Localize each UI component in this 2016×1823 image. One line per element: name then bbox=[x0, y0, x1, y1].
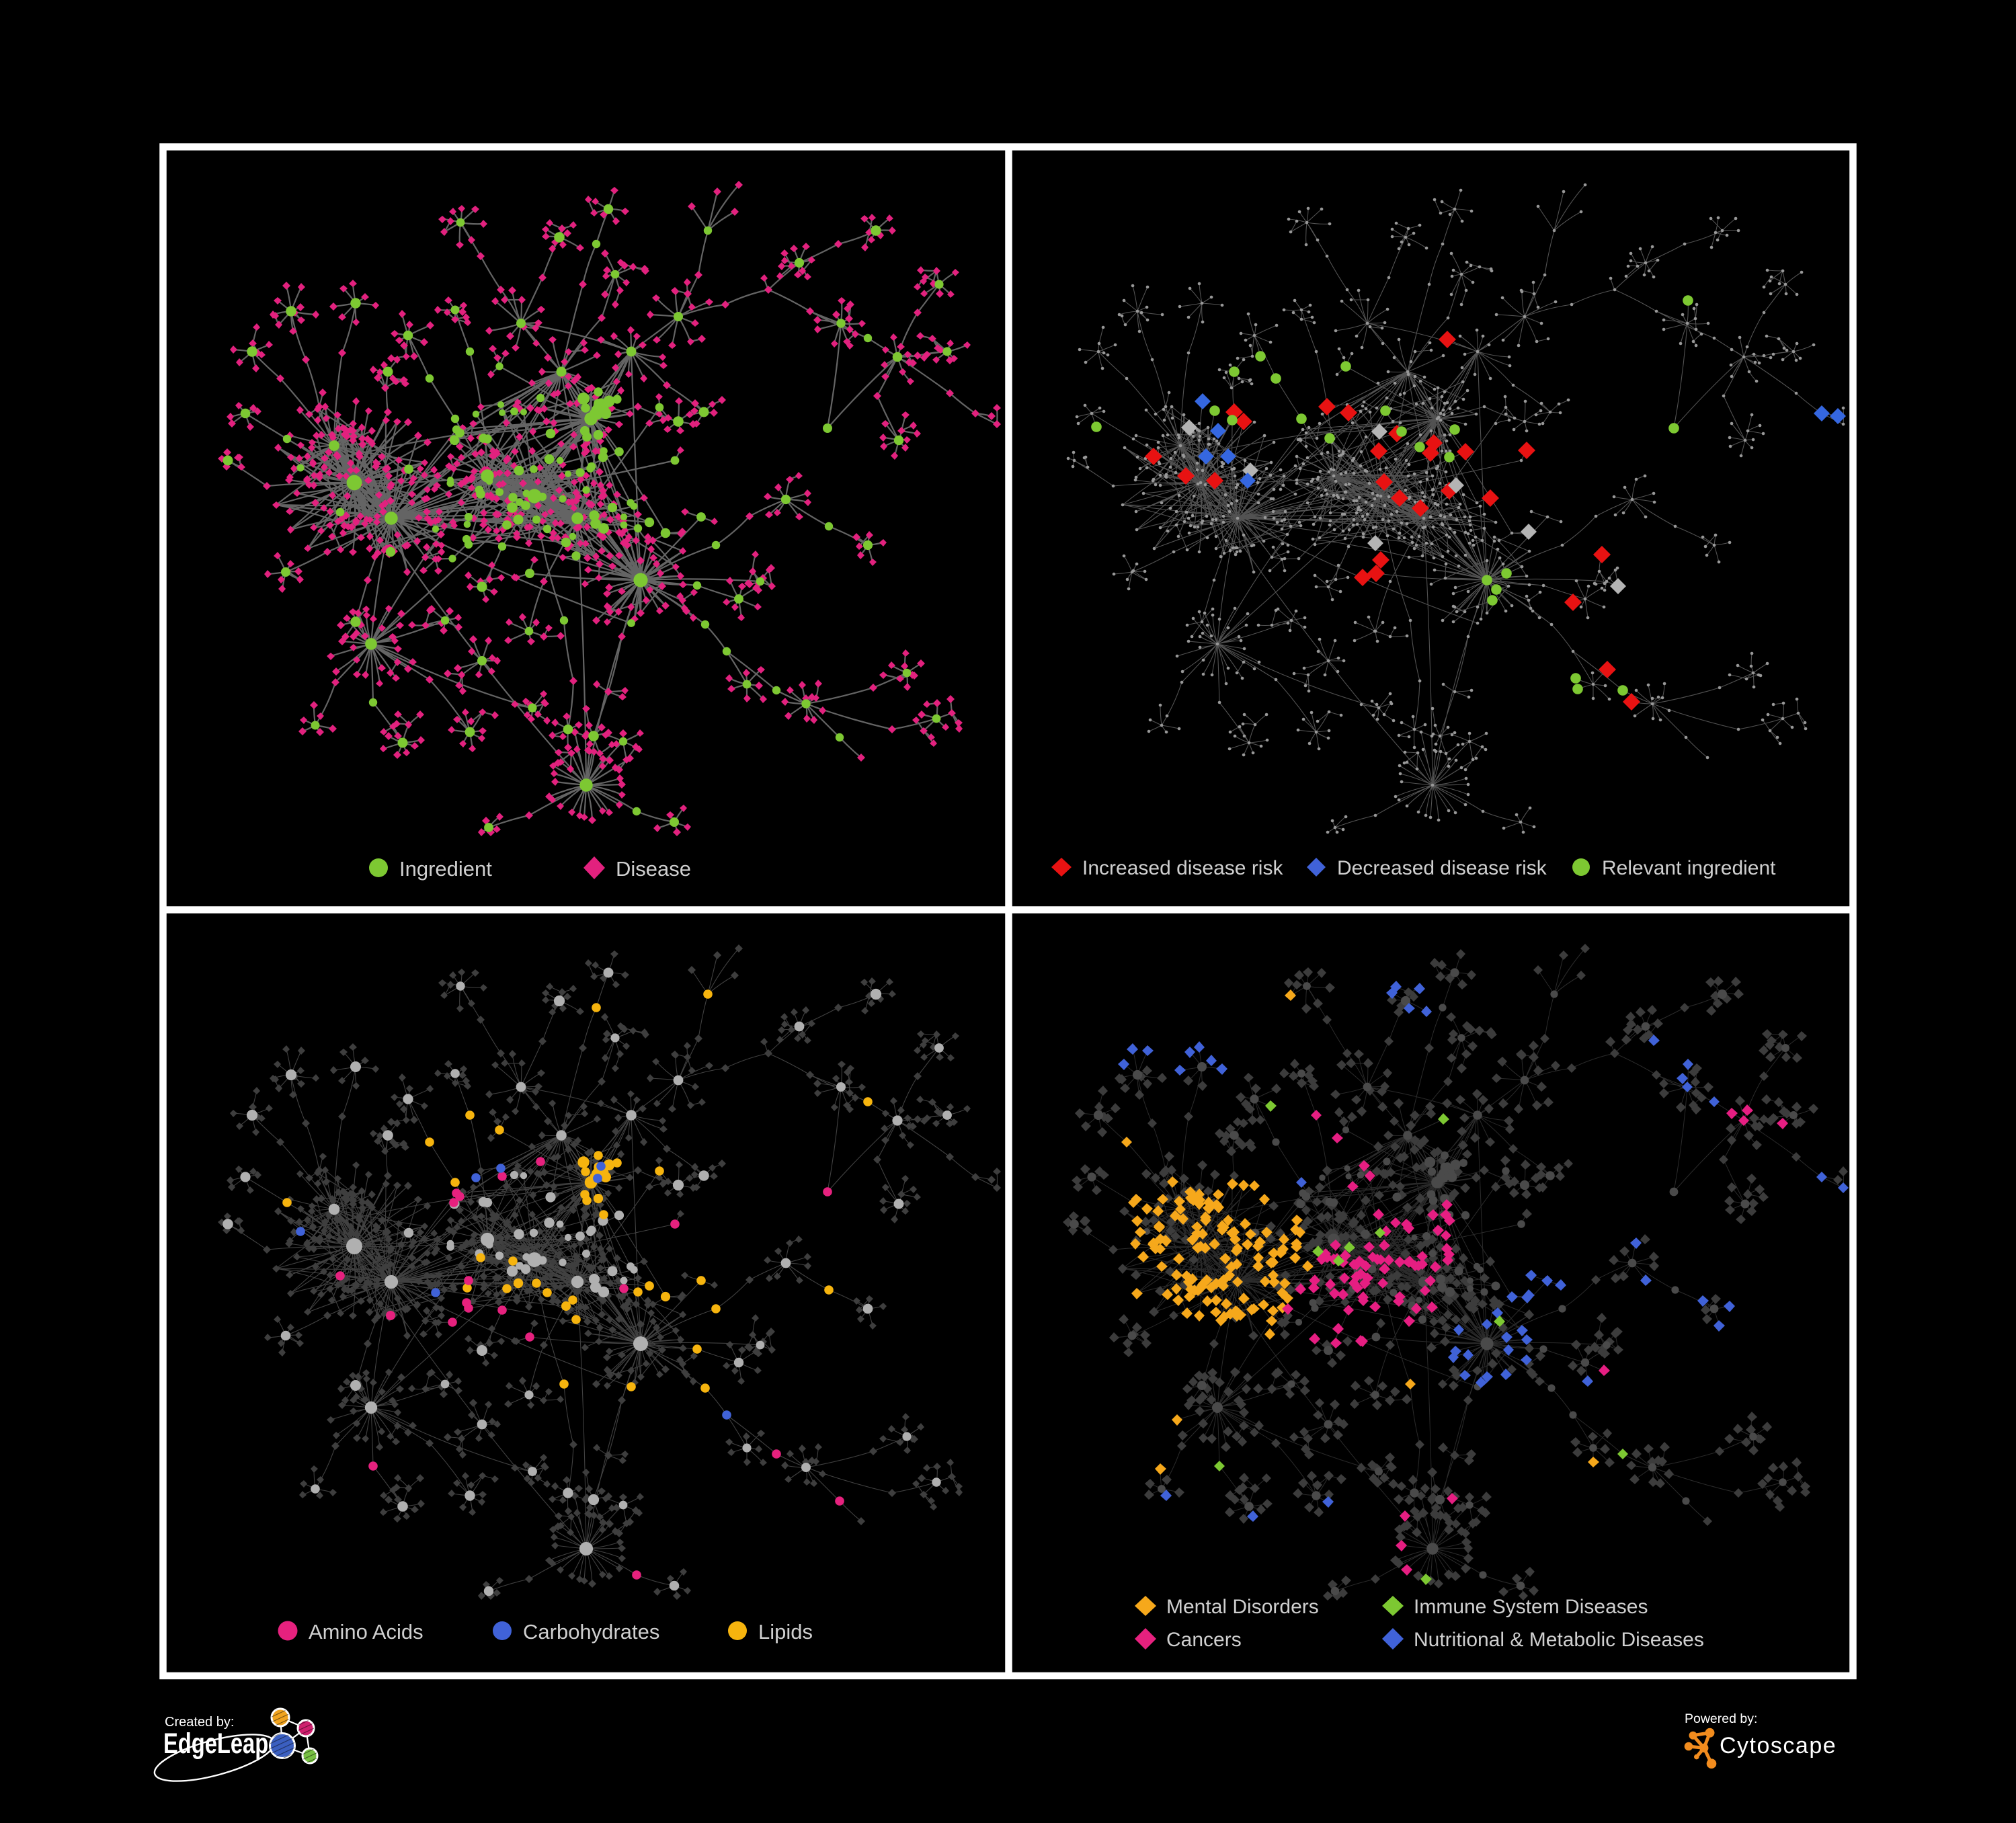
svg-text:Mental Disorders: Mental Disorders bbox=[1166, 1596, 1319, 1618]
svg-text:Decreased disease risk: Decreased disease risk bbox=[1337, 857, 1547, 879]
svg-text:EdgeLeap: EdgeLeap bbox=[163, 1728, 268, 1760]
svg-text:Carbohydrates: Carbohydrates bbox=[523, 1620, 659, 1644]
svg-text:Cancers: Cancers bbox=[1166, 1629, 1242, 1651]
svg-text:Ingredient: Ingredient bbox=[399, 857, 492, 881]
svg-text:Relevant ingredient: Relevant ingredient bbox=[1602, 857, 1776, 879]
svg-text:Disease: Disease bbox=[616, 857, 691, 881]
svg-text:Lipids: Lipids bbox=[758, 1620, 813, 1644]
svg-text:Created by:: Created by: bbox=[165, 1715, 234, 1730]
svg-text:Cytoscape: Cytoscape bbox=[1720, 1733, 1837, 1758]
svg-text:Powered by:: Powered by: bbox=[1685, 1711, 1757, 1726]
svg-text:Increased disease risk: Increased disease risk bbox=[1082, 857, 1283, 879]
svg-text:Amino Acids: Amino Acids bbox=[309, 1620, 424, 1644]
svg-text:Immune System Diseases: Immune System Diseases bbox=[1414, 1596, 1648, 1618]
svg-text:Nutritional & Metabolic Diseas: Nutritional & Metabolic Diseases bbox=[1414, 1629, 1704, 1651]
